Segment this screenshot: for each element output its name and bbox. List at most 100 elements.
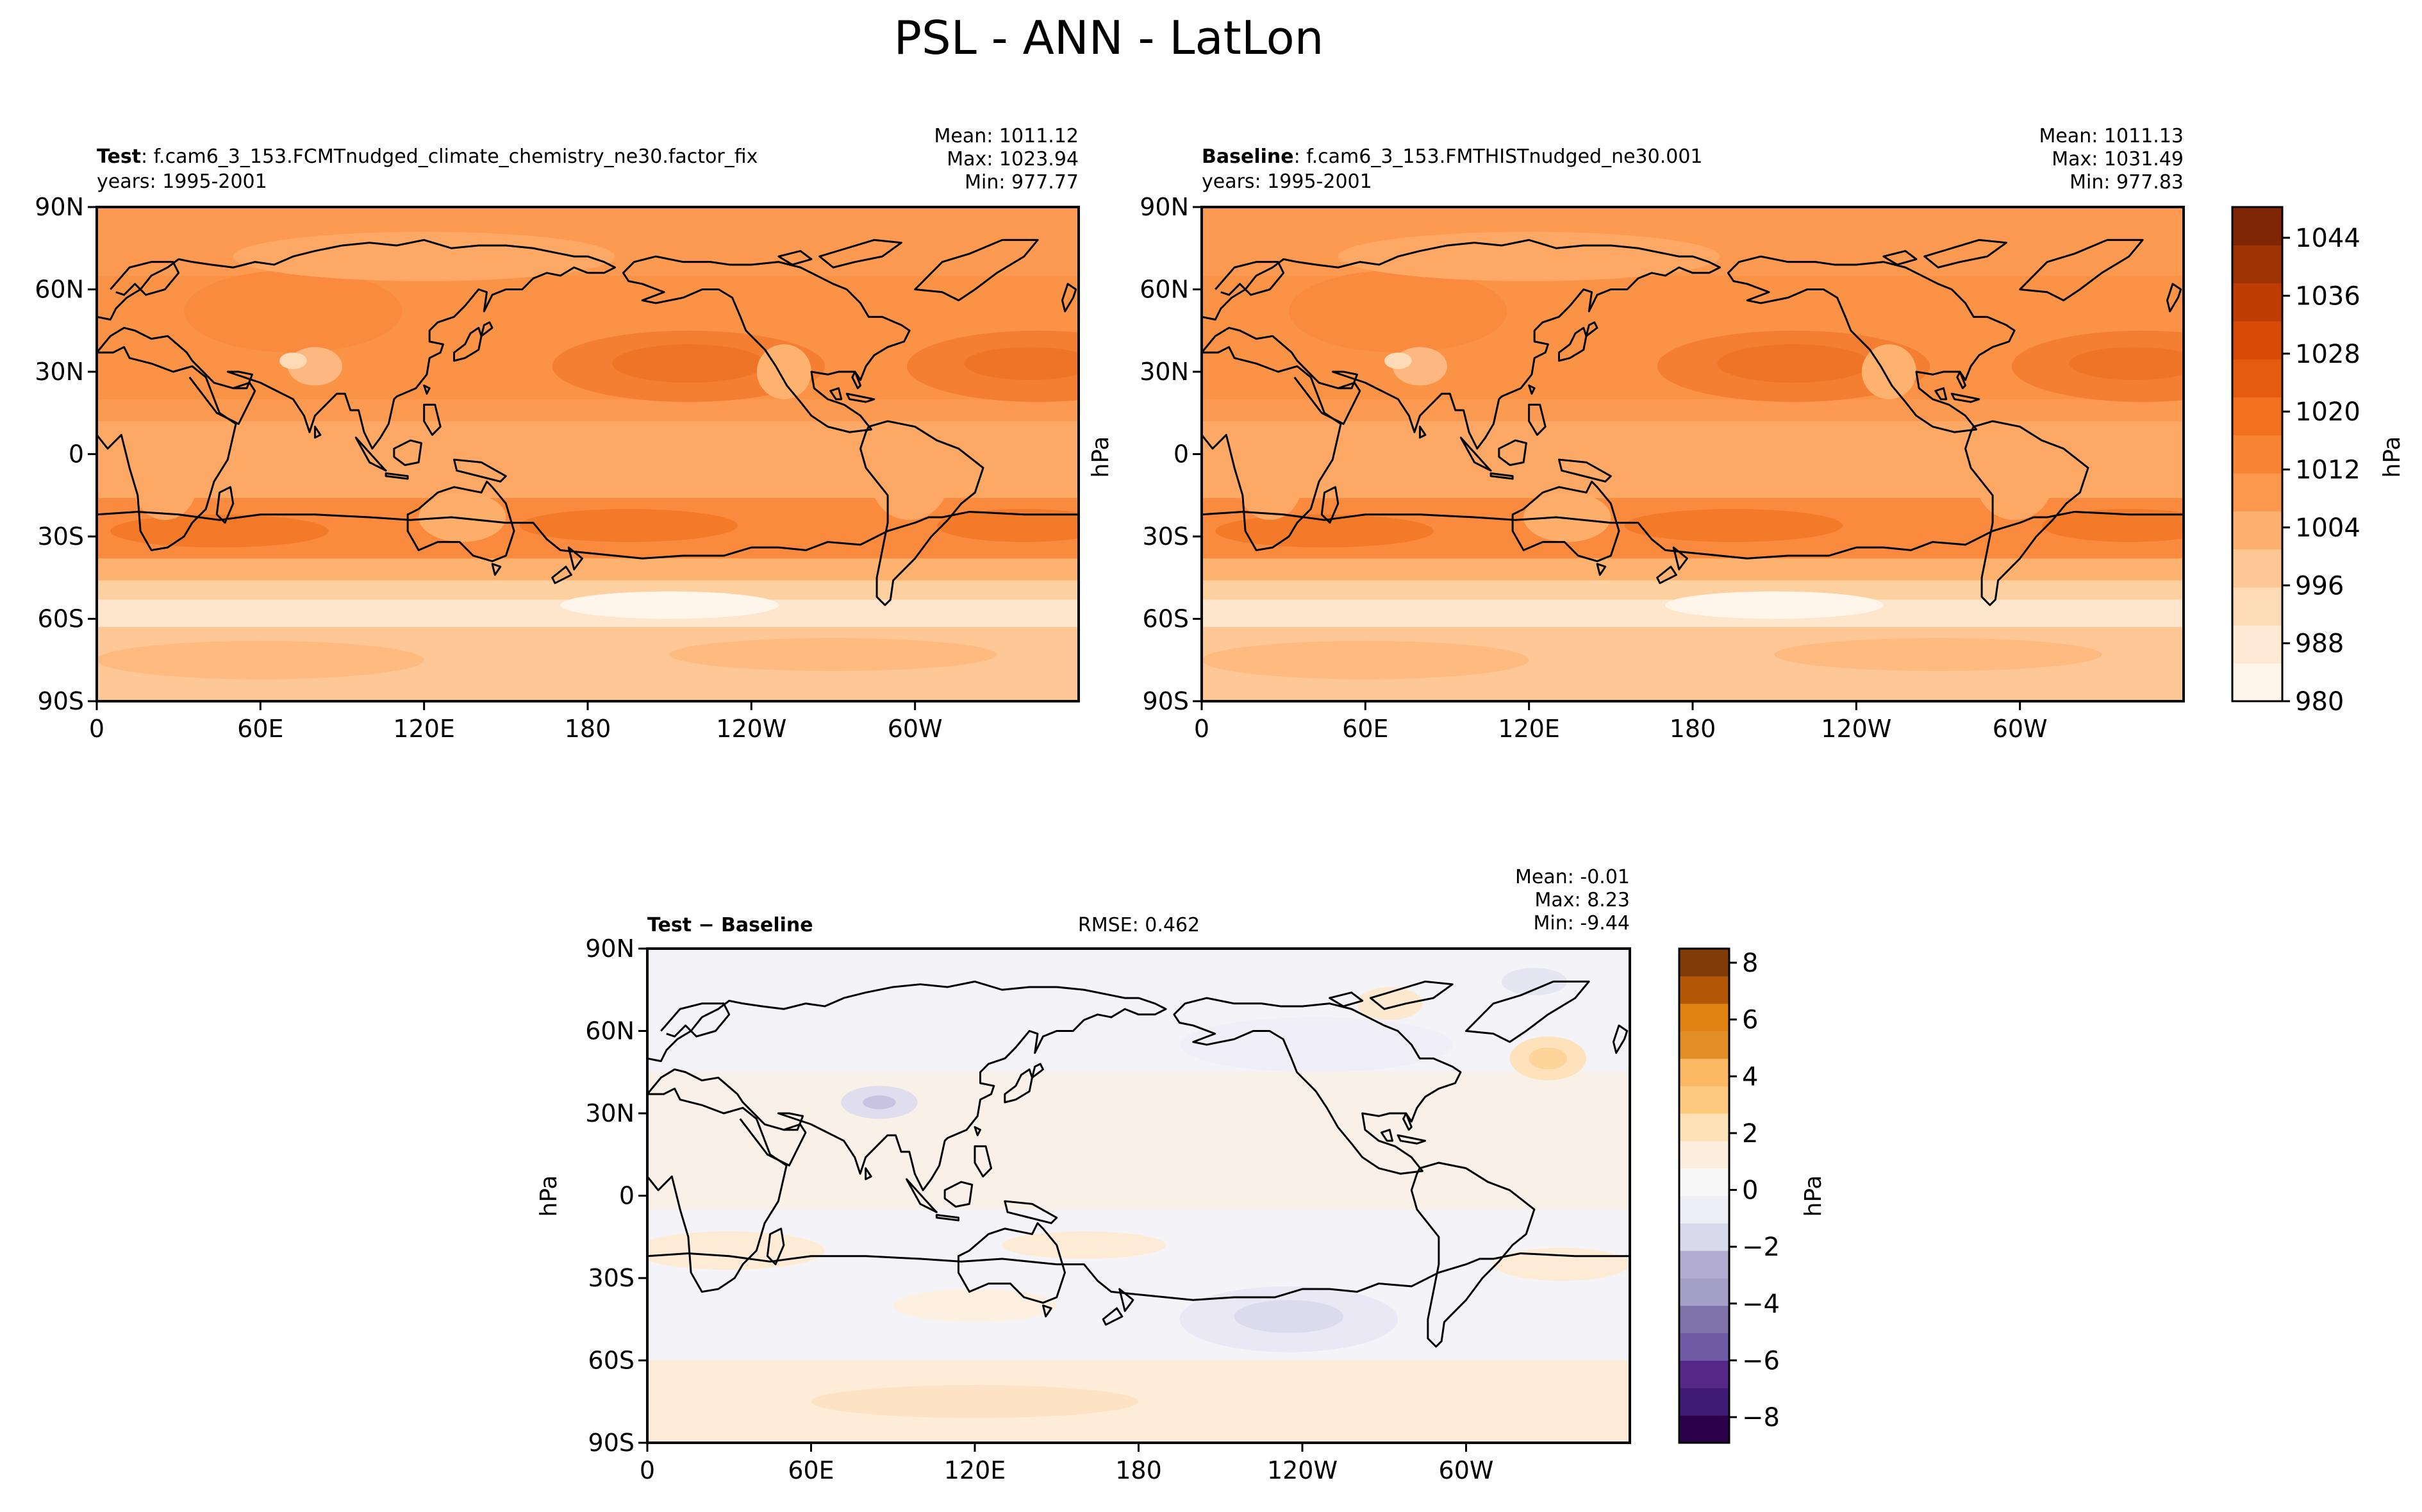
panel-test: Test: f.cam6_3_153.FCMTnudged_climate_ch… <box>35 125 1080 743</box>
lat-tick-label: 30N <box>585 1099 635 1127</box>
colorbar-swatch <box>1679 1058 1729 1086</box>
lat-tick-label: 90S <box>1143 687 1189 715</box>
panel-label: Test − Baseline <box>647 914 813 936</box>
colorbar-swatch <box>1679 1360 1729 1388</box>
lat-tick-label: 0 <box>619 1182 635 1210</box>
lon-tick-label: 180 <box>1115 1456 1162 1484</box>
colorbar-swatch <box>1679 1140 1729 1169</box>
colorbar-abs: 1044 1036 1028 1020 1012 1004 996 988 980 <box>2231 206 2360 717</box>
colorbar-tick-label: 2 <box>1742 1119 1758 1149</box>
colorbar-swatch <box>1679 1250 1729 1279</box>
colorbar-abs-unit: hPa <box>2379 436 2405 478</box>
colorbar-swatch <box>1679 1086 1729 1114</box>
lat-tick-label: 90N <box>1140 193 1189 221</box>
stat-min: Min: 977.77 <box>965 171 1079 194</box>
lon-tick-label: 180 <box>565 715 611 743</box>
colorbar-swatch <box>2232 207 2282 245</box>
panel-label: Baseline: f.cam6_3_153.FMTHISTnudged_ne3… <box>1202 145 1703 168</box>
colorbar-diff-unit: hPa <box>1800 1176 1827 1217</box>
colorbar-swatch <box>1679 1223 1729 1251</box>
lat-tick-label: 30S <box>1143 522 1189 551</box>
colorbar-tick-label: 1020 <box>2295 397 2360 427</box>
colorbar-swatch <box>2232 397 2282 436</box>
colorbar-swatch <box>2232 625 2282 664</box>
colorbar-tick-label: −2 <box>1742 1233 1780 1262</box>
panel-label: Test: f.cam6_3_153.FCMTnudged_climate_ch… <box>97 145 758 168</box>
lat-tick-label: 30N <box>1140 358 1189 386</box>
stat-min: Min: 977.83 <box>2069 171 2184 194</box>
colorbar-swatch <box>1679 1305 1729 1334</box>
lon-tick-label: 60W <box>888 715 943 743</box>
colorbar-tick-label: −8 <box>1742 1403 1780 1433</box>
lon-tick-label: 120W <box>1267 1456 1338 1484</box>
panel-years: years: 1995-2001 <box>1202 170 1372 193</box>
colorbar-swatch <box>1679 1415 1729 1443</box>
colorbar-swatch <box>1679 1113 1729 1142</box>
lat-tick-label: 60S <box>588 1347 635 1375</box>
colorbar-tick-label: −4 <box>1742 1290 1780 1319</box>
lat-tick-label: 60S <box>1143 605 1189 633</box>
colorbar-swatch <box>1679 1333 1729 1361</box>
lon-tick-label: 120W <box>716 715 786 743</box>
stat-max: Max: 1023.94 <box>947 148 1079 170</box>
colorbar-tick-label: 1004 <box>2295 513 2360 543</box>
stat-mean: Mean: 1011.12 <box>934 125 1079 147</box>
colorbar-swatch <box>1679 1168 1729 1196</box>
colorbar-swatch <box>2232 283 2282 322</box>
panel-baseline: Baseline: f.cam6_3_153.FMTHISTnudged_ne3… <box>1140 125 2185 743</box>
lat-tick-label: 60N <box>1140 276 1189 304</box>
lon-tick-label: 120W <box>1821 715 1891 743</box>
lon-tick-label: 60E <box>237 715 283 743</box>
colorbar-swatch <box>2232 359 2282 398</box>
map-diff <box>647 949 1630 1443</box>
colorbar-tick-label: 6 <box>1742 1006 1758 1035</box>
colorbar-swatch <box>2232 511 2282 550</box>
colorbar-swatch <box>1679 1388 1729 1416</box>
colorbar-swatch <box>2232 549 2282 588</box>
map-test <box>97 207 1079 701</box>
lat-tick-label: 90S <box>38 687 84 715</box>
colorbar-frame <box>1678 947 1730 1444</box>
colorbar-swatch <box>2232 587 2282 626</box>
unit-label-bottom: hPa <box>536 1176 562 1217</box>
colorbar-tick-label: 1012 <box>2295 456 2360 485</box>
colorbar-tick-label: 0 <box>1742 1176 1758 1206</box>
stat-min: Min: -9.44 <box>1534 912 1630 935</box>
lat-tick-label: 90N <box>35 193 84 221</box>
colorbar-swatch <box>1679 1031 1729 1059</box>
lat-tick-label: 0 <box>69 440 84 469</box>
lat-tick-label: 90N <box>585 935 635 963</box>
colorbar-swatch <box>1679 949 1729 977</box>
lon-tick-label: 60E <box>1342 715 1388 743</box>
colorbar-swatch <box>2232 473 2282 511</box>
lat-tick-label: 30S <box>588 1264 635 1292</box>
lon-tick-label: 120E <box>1498 715 1560 743</box>
lat-tick-label: 90S <box>588 1429 635 1457</box>
colorbar-tick-label: 8 <box>1742 949 1758 978</box>
unit-label-mid: hPa <box>1088 436 1114 478</box>
stat-max: Max: 1031.49 <box>2052 148 2184 170</box>
stat-mean: Mean: 1011.13 <box>2039 125 2184 147</box>
lat-tick-label: 30S <box>38 522 84 551</box>
lon-tick-label: 60W <box>1439 1456 1494 1484</box>
colorbar-swatch <box>2232 320 2282 360</box>
lon-tick-label: 60W <box>1993 715 2048 743</box>
stat-mean: Mean: -0.01 <box>1515 866 1630 888</box>
panel-years: years: 1995-2001 <box>97 170 267 193</box>
lat-tick-label: 30N <box>35 358 84 386</box>
figure-title: PSL - ANN - LatLon <box>894 11 1324 65</box>
colorbar-tick-label: 1044 <box>2295 224 2360 253</box>
colorbar-swatch <box>1679 1003 1729 1031</box>
lat-tick-label: 0 <box>1174 440 1189 469</box>
lat-tick-label: 60N <box>35 276 84 304</box>
lat-tick-label: 60N <box>585 1017 635 1045</box>
stat-max: Max: 8.23 <box>1535 889 1630 911</box>
colorbar-diff: 8 6 4 2 0 −2 −4 −6 −8 <box>1678 947 1780 1444</box>
colorbar-swatch <box>2232 245 2282 284</box>
panel-diff: Test − Baseline RMSE: 0.462 Mean: -0.01 … <box>585 866 1631 1484</box>
lon-tick-label: 0 <box>1194 715 1209 743</box>
map-baseline <box>1202 207 2184 701</box>
colorbar-tick-label: 1028 <box>2295 340 2360 369</box>
colorbar-tick-label: −6 <box>1742 1346 1780 1375</box>
